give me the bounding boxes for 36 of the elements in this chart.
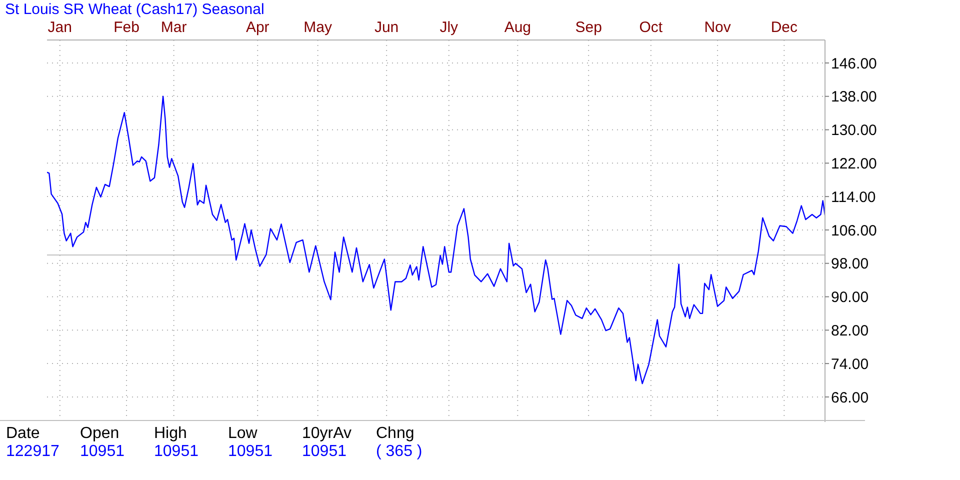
y-tick-label: 138.00	[831, 88, 877, 106]
x-tick-label: Jly	[440, 19, 459, 36]
text: Open	[80, 425, 120, 443]
x-tick-label: Nov	[704, 19, 732, 36]
text: Chng	[376, 425, 416, 443]
x-tick-label: Mar	[160, 19, 187, 36]
x-tick-label: Jun	[374, 19, 399, 36]
x-tick-label: Jan	[48, 19, 72, 36]
text: Low	[228, 425, 258, 443]
y-tick-label: 90.00	[831, 289, 869, 306]
text: 122917	[6, 443, 60, 461]
x-tick-label: May	[304, 19, 332, 36]
x-tick-label: Aug	[504, 19, 532, 36]
y-tick-label: 122.00	[831, 155, 877, 172]
y-tick-label: 98.00	[831, 256, 869, 273]
x-tick-label: Oct	[639, 19, 664, 36]
y-tick-label: 114.00	[831, 188, 876, 206]
text: Date	[6, 425, 41, 443]
y-tick-label: 130.00	[831, 122, 877, 140]
x-tick-label: Apr	[246, 19, 270, 36]
x-tick-label: Dec	[770, 19, 798, 36]
y-tick-label: 106.00	[831, 222, 877, 240]
text: 10951	[228, 443, 274, 461]
text: 10951	[302, 443, 348, 461]
text: 10951	[80, 443, 126, 461]
x-tick-label: Feb	[114, 19, 140, 36]
y-tick-label: 146.00	[831, 55, 877, 72]
chart-title: St Louis SR Wheat (Cash17) Seasonal	[5, 1, 264, 18]
y-tick-label: 66.00	[831, 389, 869, 406]
text: High	[154, 425, 188, 443]
x-tick-label: Sep	[575, 19, 602, 36]
text: ( 365 )	[376, 443, 424, 461]
y-tick-label: 82.00	[831, 322, 869, 340]
text: 10yrAv	[302, 425, 353, 443]
text: 10951	[154, 443, 200, 461]
y-tick-label: 74.00	[831, 356, 869, 373]
